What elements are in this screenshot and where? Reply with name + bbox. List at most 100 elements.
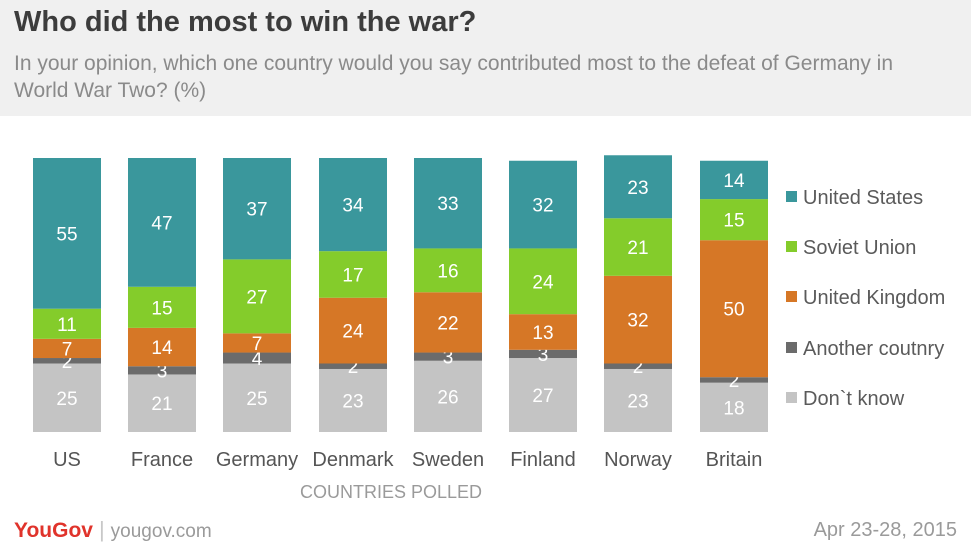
- x-tick-label: Finland: [510, 449, 576, 471]
- bar-segment-united-states: [509, 160, 577, 249]
- data-label-united-kingdom: 14: [151, 338, 173, 359]
- bar-segment-don-t-know: [509, 358, 577, 432]
- bar-segment-don-t-know: [223, 363, 291, 432]
- data-label-another-coutnry: 3: [157, 361, 168, 382]
- bar-segment-united-kingdom: [509, 314, 577, 350]
- x-tick-label: Britain: [706, 449, 763, 471]
- data-label-soviet-union: 15: [723, 211, 744, 232]
- data-label-soviet-union: 16: [437, 261, 458, 282]
- bar-segment-united-kingdom: [414, 292, 482, 353]
- data-label-united-states: 34: [342, 196, 364, 217]
- yougov-logo: YouGov: [14, 519, 93, 542]
- footer-site-link[interactable]: yougov.com: [110, 521, 212, 542]
- data-label-soviet-union: 24: [532, 272, 554, 293]
- data-label-united-kingdom: 22: [437, 313, 458, 334]
- data-label-soviet-union: 27: [246, 287, 267, 308]
- data-label-united-states: 32: [532, 196, 553, 217]
- data-label-don-t-know: 23: [627, 391, 648, 412]
- data-label-another-coutnry: 2: [633, 357, 644, 378]
- bar-segment-don-t-know: [128, 374, 196, 432]
- bar-segment-another-coutnry: [509, 349, 577, 359]
- legend-label-don-t-know: Don`t know: [803, 388, 905, 410]
- data-label-don-t-know: 26: [437, 387, 458, 408]
- x-axis-title: COUNTRIES POLLED: [300, 482, 482, 502]
- data-label-another-coutnry: 2: [348, 357, 359, 378]
- bar-segment-soviet-union: [509, 248, 577, 315]
- bar-segment-united-kingdom: [128, 327, 196, 367]
- x-tick-label: France: [131, 449, 193, 471]
- bar-segment-another-coutnry: [223, 352, 291, 364]
- bar-segment-another-coutnry: [319, 363, 387, 369]
- bar-segment-soviet-union: [223, 259, 291, 334]
- data-label-united-kingdom: 24: [342, 322, 364, 343]
- data-label-don-t-know: 25: [56, 389, 77, 410]
- data-label-another-coutnry: 3: [443, 348, 454, 369]
- data-label-soviet-union: 17: [342, 265, 363, 286]
- data-label-united-kingdom: 7: [62, 339, 73, 360]
- data-label-don-t-know: 21: [151, 394, 172, 415]
- bar-segment-soviet-union: [414, 248, 482, 293]
- data-label-united-states: 37: [246, 200, 267, 221]
- footer-separator: |: [98, 517, 105, 542]
- data-label-united-kingdom: 13: [532, 323, 553, 344]
- data-label-united-kingdom: 7: [252, 334, 263, 355]
- bar-segment-united-kingdom: [700, 240, 768, 378]
- legend-label-soviet-union: Soviet Union: [803, 237, 916, 259]
- data-label-united-states: 33: [437, 194, 458, 215]
- bar-segment-another-coutnry: [33, 358, 101, 364]
- bar-segment-another-coutnry: [700, 377, 768, 383]
- bar-segment-another-coutnry: [414, 352, 482, 361]
- data-label-united-kingdom: 50: [723, 300, 744, 321]
- bar-segment-another-coutnry: [128, 366, 196, 375]
- bar-segment-united-kingdom: [33, 338, 101, 359]
- bar-segment-soviet-union: [319, 251, 387, 298]
- data-label-united-states: 23: [627, 178, 648, 199]
- header-band: Who did the most to win the war? In your…: [0, 0, 971, 116]
- data-label-don-t-know: 27: [532, 386, 553, 407]
- bar-segment-don-t-know: [604, 368, 672, 432]
- legend-swatch-united-states: [786, 191, 797, 202]
- data-label-soviet-union: 11: [57, 315, 77, 336]
- data-label-united-kingdom: 32: [627, 311, 648, 332]
- data-label-don-t-know: 23: [342, 391, 363, 412]
- bar-segment-soviet-union: [700, 199, 768, 241]
- data-label-united-states: 47: [151, 213, 172, 234]
- data-label-don-t-know: 25: [246, 389, 267, 410]
- data-label-another-coutnry: 2: [729, 371, 740, 392]
- bar-segment-soviet-union: [128, 286, 196, 328]
- x-tick-label: Germany: [216, 449, 298, 471]
- bar-segment-don-t-know: [414, 360, 482, 432]
- chart-subtitle: In your opinion, which one country would…: [14, 52, 893, 102]
- data-label-another-coutnry: 2: [62, 352, 73, 373]
- legend-label-united-states: United States: [803, 187, 923, 209]
- bar-segment-united-states: [223, 158, 291, 260]
- bar-segment-don-t-know: [700, 382, 768, 432]
- data-label-united-states: 14: [723, 171, 745, 192]
- legend-label-united-kingdom: United Kingdom: [803, 287, 945, 309]
- bar-segment-united-kingdom: [604, 275, 672, 364]
- legend-swatch-united-kingdom: [786, 291, 797, 302]
- x-tick-label: Sweden: [412, 449, 484, 471]
- survey-date: Apr 23-28, 2015: [813, 519, 957, 541]
- legend-swatch-another-coutnry: [786, 342, 797, 353]
- bar-segment-united-states: [604, 155, 672, 219]
- legend-swatch-don-t-know: [786, 392, 797, 403]
- bar-segment-don-t-know: [319, 368, 387, 432]
- bar-segment-don-t-know: [33, 363, 101, 432]
- stacked-bar-chart: 25271155US213141547France25472737Germany…: [33, 155, 945, 502]
- x-tick-label: Norway: [604, 449, 672, 471]
- data-label-soviet-union: 15: [151, 298, 172, 319]
- bar-segment-united-states: [128, 158, 196, 287]
- legend-label-another-coutnry: Another coutnry: [803, 338, 944, 360]
- x-tick-label: Denmark: [312, 449, 394, 471]
- data-label-don-t-know: 18: [723, 398, 744, 419]
- bar-segment-another-coutnry: [604, 363, 672, 369]
- bar-segment-soviet-union: [33, 308, 101, 339]
- bar-segment-united-states: [700, 160, 768, 200]
- bar-segment-united-kingdom: [319, 297, 387, 364]
- bar-segment-united-kingdom: [223, 333, 291, 353]
- footer-brand: YouGov | yougov.com: [14, 517, 212, 547]
- bar-segment-united-states: [33, 158, 101, 309]
- x-tick-label: US: [53, 449, 81, 471]
- bar-segment-soviet-union: [604, 218, 672, 276]
